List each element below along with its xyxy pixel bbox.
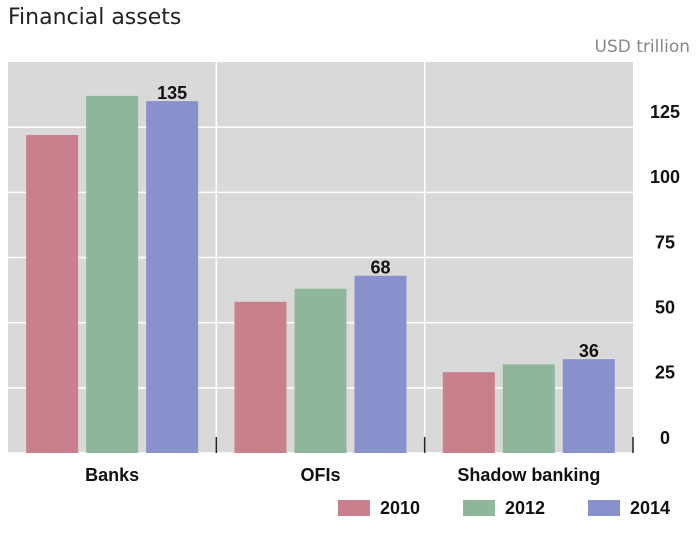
y-tick-label: 50 xyxy=(655,297,675,317)
legend-swatch xyxy=(588,500,620,516)
legend-label: 2014 xyxy=(630,498,670,518)
y-tick-label: 75 xyxy=(655,232,675,252)
bar xyxy=(234,301,287,453)
bar xyxy=(86,95,139,454)
bar xyxy=(562,359,615,453)
chart-title: Financial assets xyxy=(8,5,181,30)
data-label: 36 xyxy=(579,341,599,361)
legend-label: 2012 xyxy=(505,498,545,518)
legend-swatch xyxy=(338,500,370,516)
bar xyxy=(502,364,555,453)
data-label: 68 xyxy=(370,257,390,277)
unit-label: USD trillion xyxy=(595,37,690,57)
x-tick-label: OFIs xyxy=(300,465,340,485)
y-tick-label: 25 xyxy=(655,363,675,383)
bar xyxy=(442,372,495,453)
bar xyxy=(26,134,79,453)
x-tick-label: Shadow banking xyxy=(457,465,600,485)
bar xyxy=(294,288,347,453)
bar xyxy=(354,275,407,453)
bar xyxy=(146,101,199,453)
y-tick-label: 125 xyxy=(650,102,680,122)
data-label: 135 xyxy=(157,83,187,103)
x-tick-label: Banks xyxy=(85,465,139,485)
y-tick-label: 0 xyxy=(660,428,670,448)
y-tick-label: 100 xyxy=(650,167,680,187)
legend-swatch xyxy=(463,500,495,516)
legend-label: 2010 xyxy=(380,498,420,518)
